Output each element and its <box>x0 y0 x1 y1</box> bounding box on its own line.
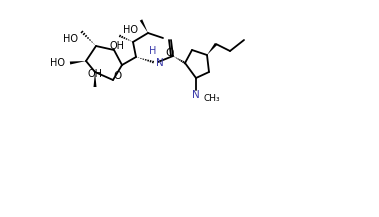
Text: O: O <box>114 71 122 81</box>
Text: O: O <box>166 48 174 58</box>
Text: OH: OH <box>88 69 102 79</box>
Text: HO: HO <box>63 34 78 44</box>
Polygon shape <box>140 19 148 33</box>
Polygon shape <box>94 72 97 87</box>
Polygon shape <box>70 61 86 64</box>
Text: HO: HO <box>50 58 65 68</box>
Text: N: N <box>156 58 164 68</box>
Text: H: H <box>149 46 157 56</box>
Text: HO: HO <box>123 25 138 35</box>
Text: CH₃: CH₃ <box>203 94 219 103</box>
Text: OH: OH <box>110 41 124 51</box>
Text: N: N <box>192 90 200 100</box>
Polygon shape <box>207 43 217 55</box>
